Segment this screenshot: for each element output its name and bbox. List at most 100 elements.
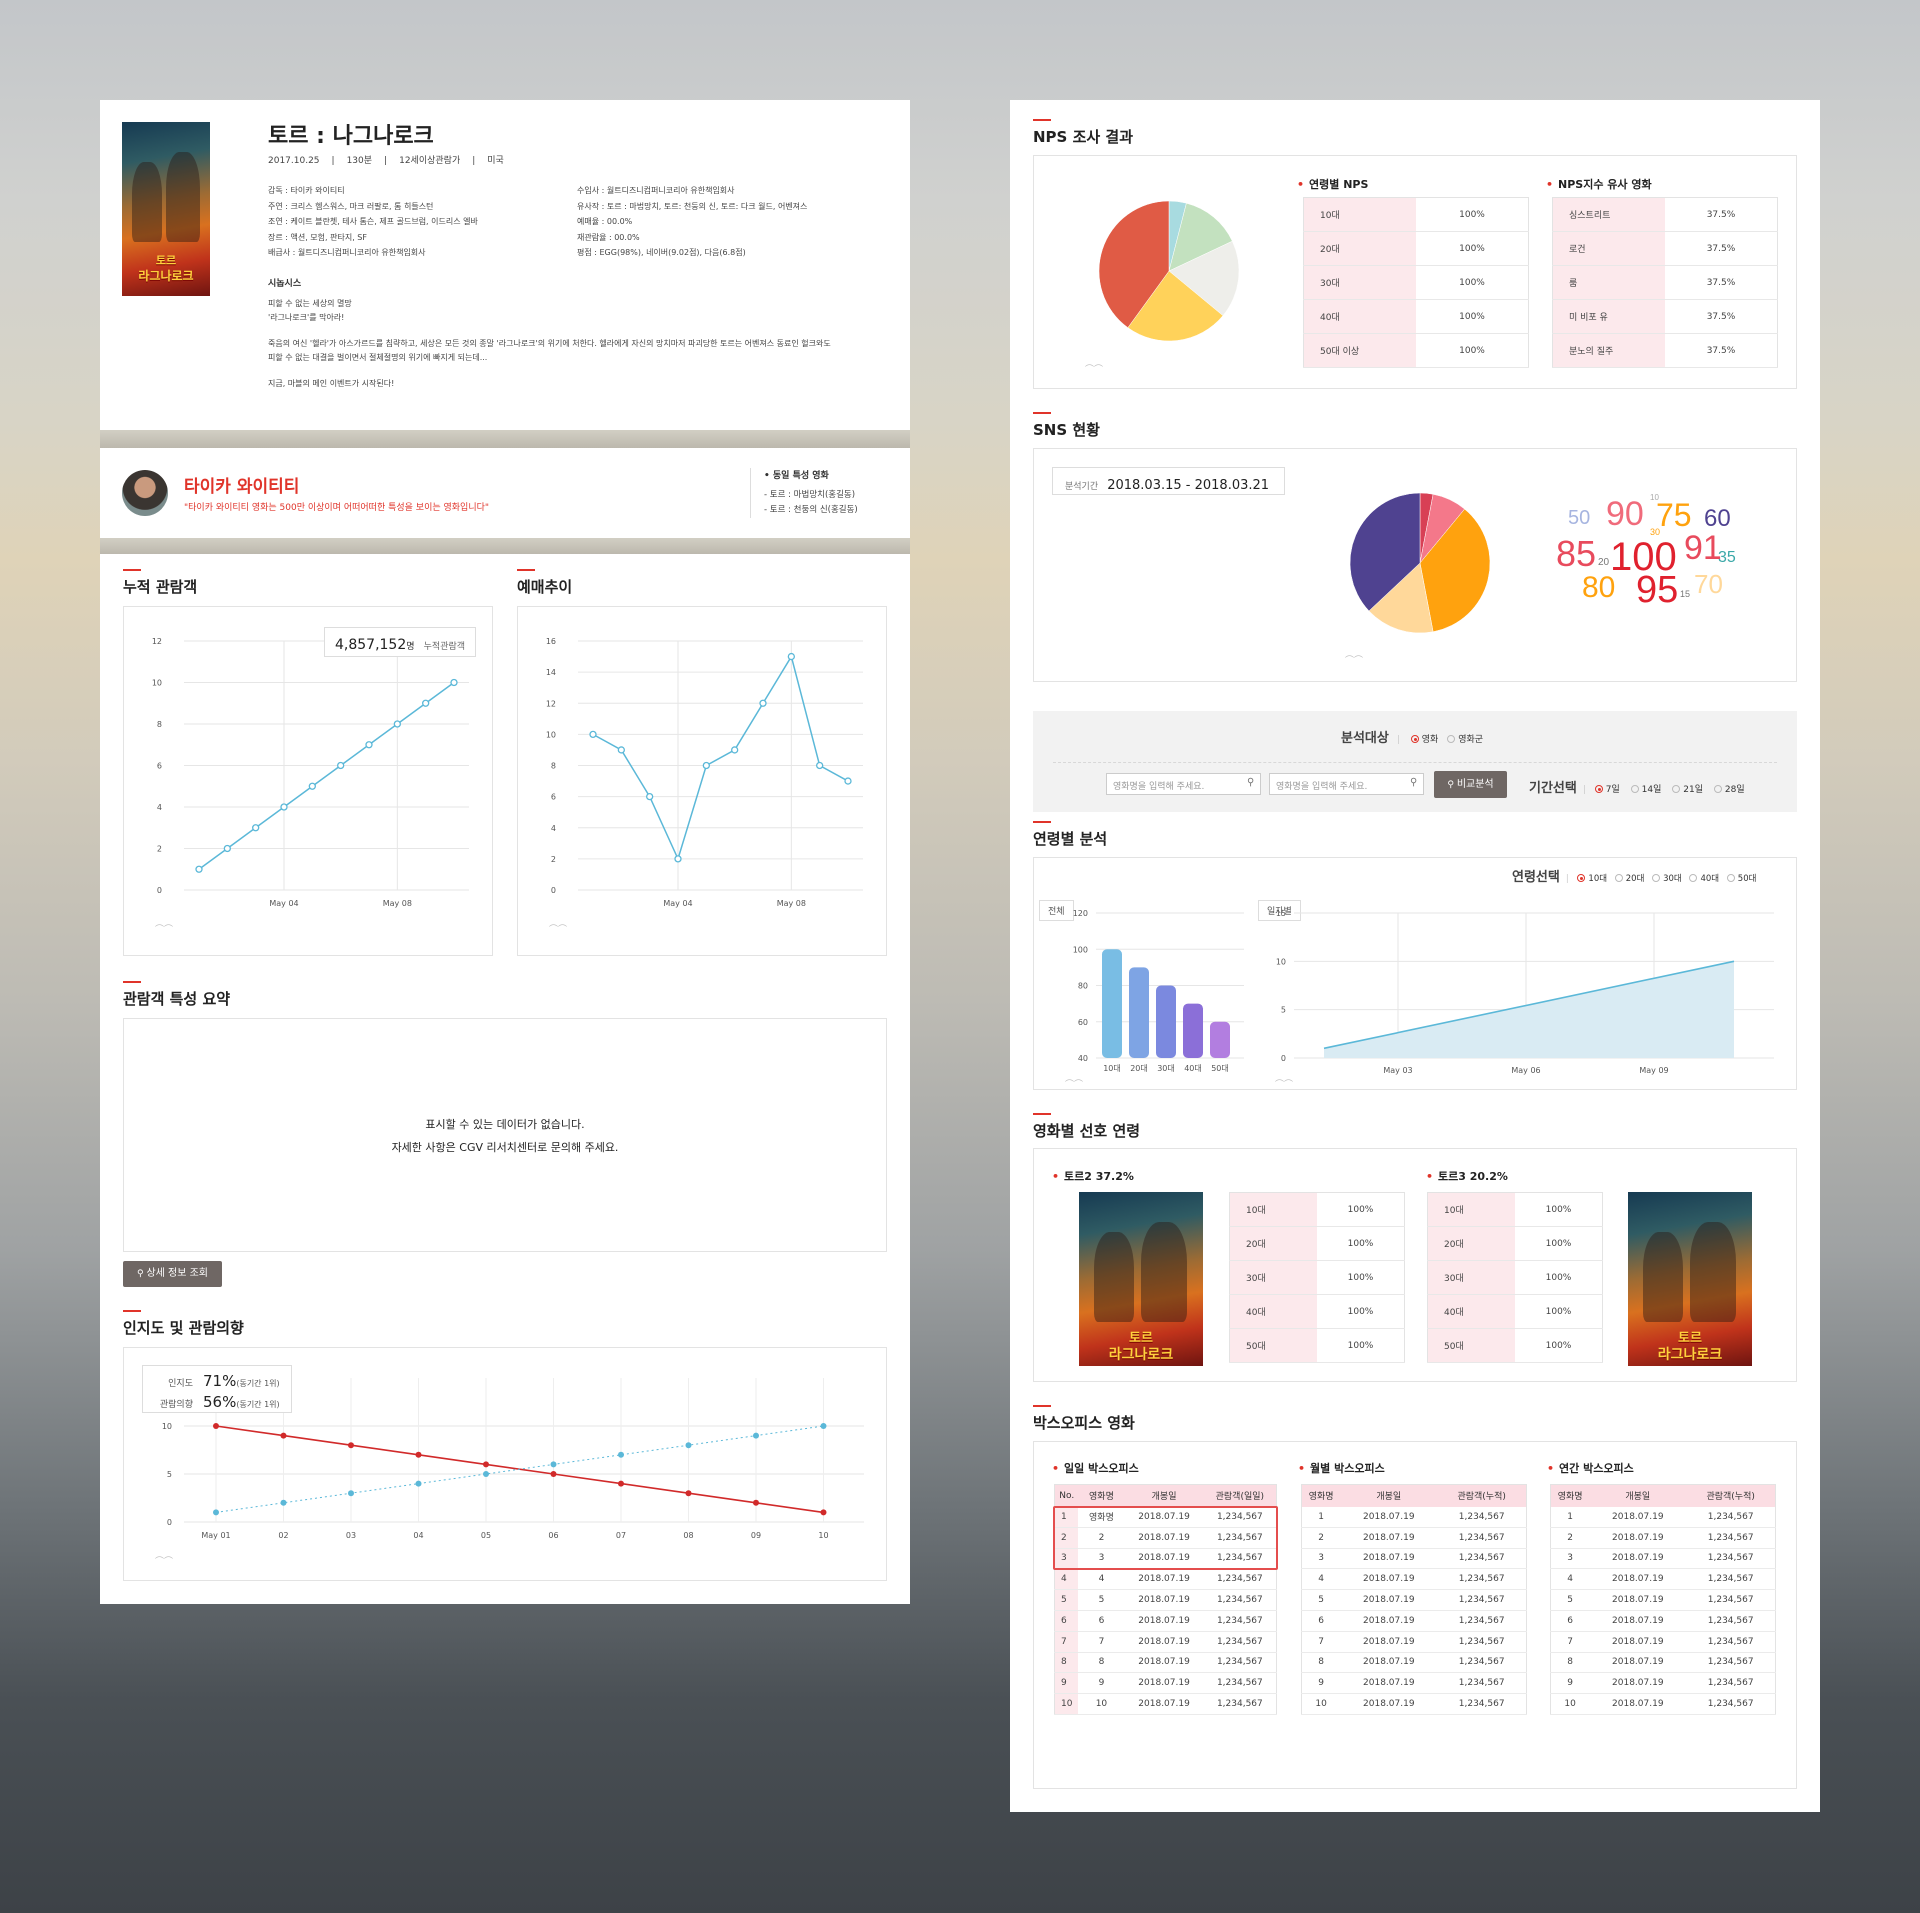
table-cell: 2018.07.19	[1124, 1589, 1204, 1611]
table-row[interactable]: 10 2018.07.19 1,234,567	[1301, 1693, 1527, 1715]
period-radio-21[interactable]: 21일	[1672, 784, 1703, 795]
table-row[interactable]: 1 2018.07.19 1,234,567	[1301, 1506, 1527, 1528]
table-cell: 2	[1054, 1527, 1079, 1549]
chart-logo: ︵︵	[1065, 1074, 1083, 1083]
table-row: 싱스트리트 37.5%	[1552, 197, 1778, 232]
table-row[interactable]: 4 2018.07.19 1,234,567	[1550, 1568, 1776, 1591]
table-row[interactable]: 3 2018.07.19 1,234,567	[1550, 1548, 1776, 1570]
data-point	[702, 761, 710, 770]
word-cloud-item: 80	[1582, 571, 1616, 604]
compare-analysis-button[interactable]: ⚲ 비교분석	[1434, 771, 1507, 798]
table-cell: 20대	[1229, 1226, 1317, 1261]
x-tick-label: 03	[346, 1531, 356, 1540]
table-row[interactable]: 5 2018.07.19 1,234,567	[1301, 1589, 1527, 1611]
chart-logo: ︵︵	[155, 1551, 173, 1561]
y-tick-label: 2	[157, 845, 162, 854]
table-row[interactable]: 7 2018.07.19 1,234,567	[1550, 1631, 1776, 1653]
table-row[interactable]: 7 2018.07.19 1,234,567	[1301, 1631, 1527, 1653]
data-point	[280, 1499, 287, 1506]
data-point	[337, 761, 345, 770]
x-tick-label: 07	[616, 1531, 626, 1540]
table-row[interactable]: 10 10 2018.07.19 1,234,567	[1054, 1693, 1277, 1715]
age-radio-40[interactable]: 40대	[1689, 873, 1719, 884]
table-cell: 1,234,567	[1686, 1610, 1776, 1632]
table-row[interactable]: 5 5 2018.07.19 1,234,567	[1054, 1589, 1277, 1611]
table-cell: 3	[1550, 1548, 1590, 1570]
data-point	[422, 699, 430, 707]
age-radio-30[interactable]: 30대	[1652, 873, 1682, 884]
yearly-boxoffice-table: 영화명 개봉일 관람객(누적) 1 2018.07.19 1,234,567 2 2018.0…	[1550, 1484, 1776, 1715]
table-row[interactable]: 2 2 2018.07.19 1,234,567	[1054, 1527, 1277, 1549]
movie-search-input-2[interactable]: 영화명을 입력해 주세요.	[1269, 773, 1424, 795]
table-row: 40대 100%	[1229, 1294, 1405, 1329]
table-row[interactable]: 9 2018.07.19 1,234,567	[1550, 1672, 1776, 1695]
age-radio-50[interactable]: 50대	[1726, 873, 1756, 884]
data-point	[844, 777, 852, 785]
table-cell: 1,234,567	[1686, 1672, 1776, 1695]
age-radio-20[interactable]: 20대	[1614, 873, 1644, 884]
table-cell: 100%	[1515, 1260, 1603, 1295]
table-cell: 6	[1301, 1610, 1341, 1632]
cumulative-chart-box: 0 2 4 6 8 10 12 May 04 May 08 ︵︵ 4,857,152명 누적관람객	[123, 606, 493, 956]
table-row[interactable]: 6 2018.07.19 1,234,567	[1550, 1610, 1776, 1632]
table-row: 40대 100%	[1427, 1294, 1603, 1329]
table-row[interactable]: 5 2018.07.19 1,234,567	[1550, 1589, 1776, 1611]
movie-title: 토르 : 나그나로크	[268, 124, 434, 149]
table-row[interactable]: 9 9 2018.07.19 1,234,567	[1054, 1672, 1277, 1695]
table-cell: 4	[1550, 1568, 1590, 1591]
table-cell: 1,234,567	[1437, 1610, 1527, 1632]
age-radio-10[interactable]: 10대	[1577, 873, 1607, 884]
table-cell: 미 비포 유	[1552, 299, 1665, 334]
table-row[interactable]: 2 2018.07.19 1,234,567	[1301, 1527, 1527, 1549]
data-point	[618, 1480, 624, 1487]
table-row[interactable]: 4 2018.07.19 1,234,567	[1301, 1568, 1527, 1591]
table-cell: 싱스트리트	[1552, 197, 1665, 232]
table-row: 로건 37.5%	[1552, 231, 1778, 266]
table-row[interactable]: 8 2018.07.19 1,234,567	[1550, 1652, 1776, 1674]
table-cell: 2	[1550, 1527, 1590, 1549]
table-row[interactable]: 8 8 2018.07.19 1,234,567	[1054, 1652, 1277, 1674]
yearly-boxoffice-title: 연간 박스오피스	[1547, 1460, 1634, 1476]
table-row[interactable]: 1 2018.07.19 1,234,567	[1550, 1506, 1776, 1528]
y-tick-label: 6	[551, 793, 556, 802]
table-cell: 50대 이상	[1303, 333, 1416, 368]
table-row[interactable]: 7 7 2018.07.19 1,234,567	[1054, 1631, 1277, 1653]
table-cell: 2018.07.19	[1124, 1672, 1204, 1695]
table-row[interactable]: 3 3 2018.07.19 1,234,567	[1054, 1548, 1277, 1570]
cumulative-title: 누적 관람객	[123, 569, 198, 596]
table-cell: 영화명	[1078, 1506, 1125, 1528]
table-cell: 6	[1550, 1610, 1590, 1632]
table-row[interactable]: 4 4 2018.07.19 1,234,567	[1054, 1568, 1277, 1591]
pie-slice	[1419, 508, 1491, 633]
target-radio-group[interactable]: 영화군	[1447, 734, 1483, 745]
table-row[interactable]: 6 2018.07.19 1,234,567	[1301, 1610, 1527, 1632]
table-row[interactable]: 9 2018.07.19 1,234,567	[1301, 1672, 1527, 1695]
target-radio-movie[interactable]: 영화	[1410, 734, 1438, 745]
table-cell: 50대	[1427, 1328, 1515, 1363]
table-cell: 37.5%	[1665, 231, 1778, 266]
x-tick-label: 40대	[1184, 1064, 1202, 1073]
movie-search-input-1[interactable]: 영화명을 입력해 주세요.	[1106, 773, 1261, 795]
boxoffice-title: 박스오피스 영화	[1033, 1405, 1135, 1432]
table-cell: 20대	[1427, 1226, 1515, 1261]
word-cloud-item: 95	[1636, 569, 1679, 611]
table-row[interactable]: 1 영화명 2018.07.19 1,234,567	[1054, 1506, 1277, 1528]
table-row[interactable]: 8 2018.07.19 1,234,567	[1301, 1652, 1527, 1674]
table-cell: 20대	[1303, 231, 1416, 266]
sns-pie-chart: ︵︵	[1345, 492, 1491, 659]
detail-info-button[interactable]: ⚲ 상세 정보 조회	[123, 1261, 222, 1287]
period-radio-7[interactable]: 7일	[1594, 784, 1620, 795]
table-row[interactable]: 10 2018.07.19 1,234,567	[1550, 1693, 1776, 1715]
table-row[interactable]: 6 6 2018.07.19 1,234,567	[1054, 1610, 1277, 1632]
reservation-line-chart: 0 2 4 6 8 10 12 14 16 May 04 May 08 ︵︵	[546, 637, 863, 929]
period-radio-28[interactable]: 28일	[1713, 784, 1745, 795]
column-header: 개봉일	[1589, 1484, 1687, 1507]
table-cell: 2018.07.19	[1589, 1548, 1687, 1570]
table-cell: 2018.07.19	[1589, 1672, 1687, 1695]
table-row[interactable]: 3 2018.07.19 1,234,567	[1301, 1548, 1527, 1570]
series-line	[198, 681, 455, 870]
table-row[interactable]: 2 2018.07.19 1,234,567	[1550, 1527, 1776, 1549]
movie-meta: 2017.10.25 | 130분 | 12세이상관람가 | 미국	[268, 156, 504, 166]
search-icon: ⚲	[136, 1269, 147, 1279]
period-radio-14[interactable]: 14일	[1630, 784, 1661, 795]
